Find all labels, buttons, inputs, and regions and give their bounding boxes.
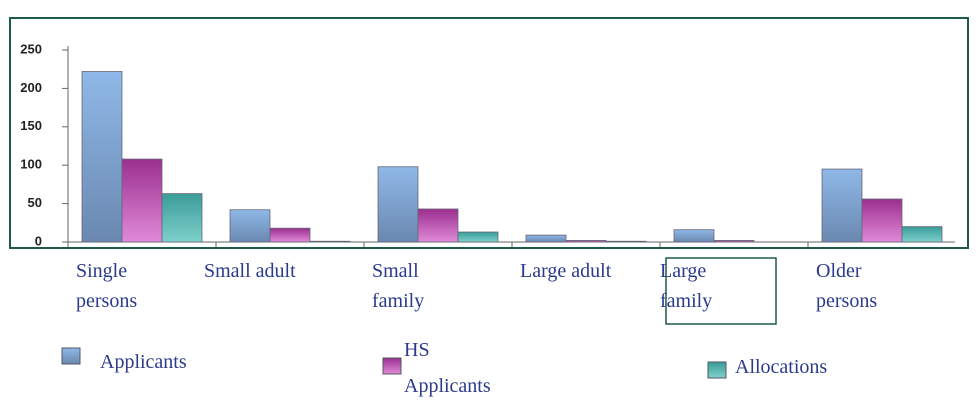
bar [457, 231, 499, 243]
y-tick-label: 0 [35, 233, 42, 248]
focus-box [665, 257, 777, 325]
x-tick-label: Small adult [204, 260, 296, 282]
y-tick-label: 100 [20, 157, 42, 172]
bar [565, 240, 607, 243]
legend-label: Allocations [735, 356, 828, 378]
bar [861, 198, 903, 243]
bar [121, 158, 163, 243]
x-tick-label: Single persons [76, 260, 138, 312]
bar [673, 229, 715, 243]
bar [269, 227, 311, 243]
bar [161, 193, 203, 243]
bar [309, 240, 351, 243]
bar [901, 226, 943, 243]
bar [377, 166, 419, 243]
plot-frame [9, 17, 969, 249]
x-tick-label: Small family [372, 260, 425, 312]
bar [417, 208, 459, 243]
legend-label: Applicants [100, 351, 187, 373]
bar [81, 71, 123, 243]
legend-swatch [61, 347, 81, 365]
legend-swatch [382, 357, 402, 375]
bar [605, 240, 647, 243]
bar [525, 234, 567, 243]
y-tick-label: 50 [28, 195, 42, 210]
x-tick-label: Large adult [520, 260, 612, 282]
x-tick-label: Large family [660, 260, 713, 312]
y-tick-label: 150 [20, 118, 42, 133]
y-tick-label: 250 [20, 41, 42, 56]
bar [821, 168, 863, 243]
x-tick-label: Older persons [816, 260, 878, 312]
bar [713, 240, 755, 243]
bar [229, 209, 271, 243]
y-tick-label: 200 [20, 80, 42, 95]
legend-label: HS Applicants [404, 339, 491, 397]
legend-swatch [707, 361, 727, 379]
